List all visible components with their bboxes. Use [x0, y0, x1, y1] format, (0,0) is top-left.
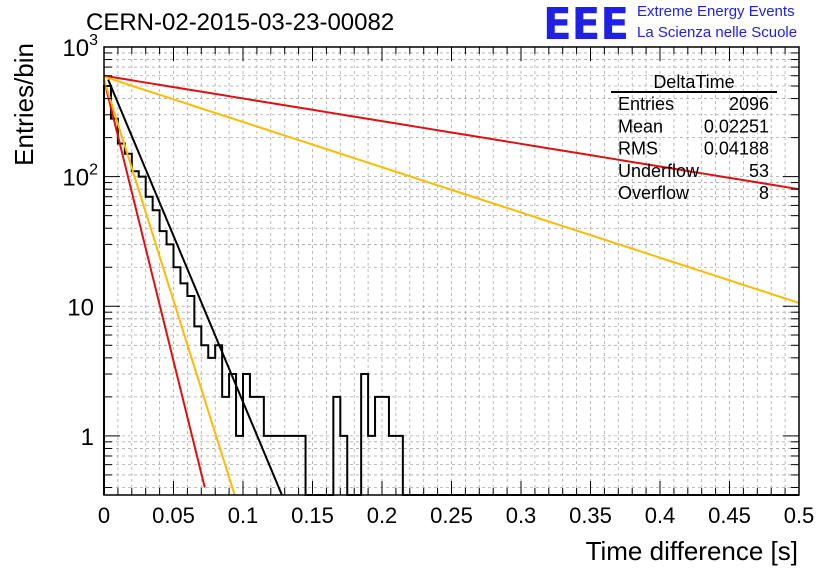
logo-line-2: La Scienza nelle Scuole [637, 24, 797, 41]
stats-value: 53 [749, 161, 769, 181]
stats-label: Overflow [618, 183, 690, 203]
x-tick-label: 0.4 [645, 503, 676, 528]
x-tick-label: 0.3 [506, 503, 537, 528]
y-axis: 1 10 102 103 [62, 32, 799, 488]
fit-line-5 [103, 75, 800, 304]
stats-label: Entries [618, 94, 674, 114]
fit-line-1 [107, 79, 283, 496]
fit-line-4 [103, 74, 800, 191]
y-tick-label: 103 [62, 32, 98, 62]
fit-line-2 [103, 79, 206, 488]
x-axis: 0 0.05 0.1 0.15 0.2 0.25 0.3 0.35 0.4 0.45 0.5 [98, 47, 814, 528]
stats-title: DeltaTime [653, 72, 734, 92]
x-tick-label: 0.15 [291, 503, 334, 528]
x-axis-title: Time difference [s] [586, 536, 798, 566]
y-tick-label: 10 [67, 294, 94, 321]
x-tick-label: 0.1 [228, 503, 259, 528]
x-tick-label: 0.05 [152, 503, 195, 528]
stats-label: RMS [618, 139, 658, 159]
stats-value: 2096 [729, 94, 769, 114]
stats-label: Underflow [618, 161, 700, 181]
eee-logo: EEE Extreme Energy Events La Scienza nelle… [543, 0, 797, 50]
y-tick-label: 1 [81, 424, 94, 451]
logo-line-1: Extreme Energy Events [637, 3, 795, 20]
fit-line-3 [103, 79, 236, 496]
x-tick-label: 0.2 [367, 503, 398, 528]
x-tick-label: 0 [98, 503, 110, 528]
grid [103, 47, 800, 495]
stats-label: Mean [618, 116, 663, 136]
stats-value: 0.02251 [704, 116, 769, 136]
stats-value: 0.04188 [704, 139, 769, 159]
x-tick-label: 0.45 [708, 503, 751, 528]
y-tick-label: 102 [62, 162, 98, 192]
x-tick-label: 0.25 [430, 503, 473, 528]
y-axis-title: Entries/bin [9, 43, 39, 166]
logo-mark: EEE [543, 0, 629, 50]
stats-value: 8 [759, 183, 769, 203]
x-tick-label: 0.5 [784, 503, 815, 528]
x-tick-label: 0.35 [569, 503, 612, 528]
run-title: CERN-02-2015-03-23-00082 [86, 9, 394, 36]
